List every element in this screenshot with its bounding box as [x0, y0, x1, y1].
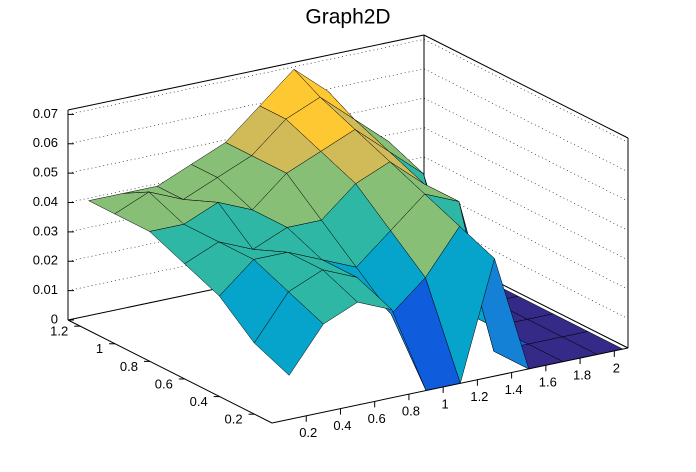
- y-tick-label: 1: [96, 341, 103, 356]
- x-tick-label: 0.2: [299, 425, 317, 440]
- y-tick-label: 1.2: [50, 324, 68, 339]
- box-edge: [67, 34, 425, 111]
- grid-line: [67, 215, 629, 319]
- y-tick-label: 0.4: [190, 394, 208, 409]
- surface-cell: [253, 291, 324, 376]
- y-axis: [67, 319, 273, 424]
- y-tick-label: 0.8: [120, 359, 138, 374]
- x-axis: [271, 347, 629, 424]
- x-tick-label: 1.2: [470, 389, 488, 404]
- x-tick-label: 2: [613, 360, 620, 375]
- chart-title: Graph2D: [305, 6, 390, 29]
- z-tick-label: 0.05: [33, 165, 58, 180]
- grid-line: [67, 127, 629, 231]
- y-tick-label: 0.2: [224, 412, 242, 427]
- x-tick-label: 0.4: [333, 418, 351, 433]
- x-tick-label: 1.6: [539, 375, 557, 390]
- x-tick-label: 0.8: [402, 404, 420, 419]
- z-tick-label: 0.06: [33, 135, 58, 150]
- z-tick-label: 0.02: [33, 253, 58, 268]
- z-tick-label: 0.04: [33, 194, 58, 209]
- box-edge: [423, 34, 629, 139]
- grid-line: [67, 185, 629, 290]
- z-tick-label: 0.07: [33, 106, 58, 121]
- grid-line: [67, 244, 629, 349]
- grid-line: [67, 97, 629, 202]
- y-tick-label: 0.6: [155, 376, 173, 391]
- z-tick-label: 0.03: [33, 223, 58, 238]
- grid-line: [67, 68, 629, 173]
- z-tick-label: 0: [51, 311, 58, 326]
- x-tick-label: 1: [442, 396, 449, 411]
- grid-line: [67, 156, 629, 261]
- x-tick-label: 0.6: [368, 411, 386, 426]
- grid-line: [67, 39, 629, 143]
- x-tick-label: 1.4: [505, 382, 523, 397]
- x-tick-label: 1.8: [573, 368, 591, 383]
- z-tick-label: 0.01: [33, 282, 58, 297]
